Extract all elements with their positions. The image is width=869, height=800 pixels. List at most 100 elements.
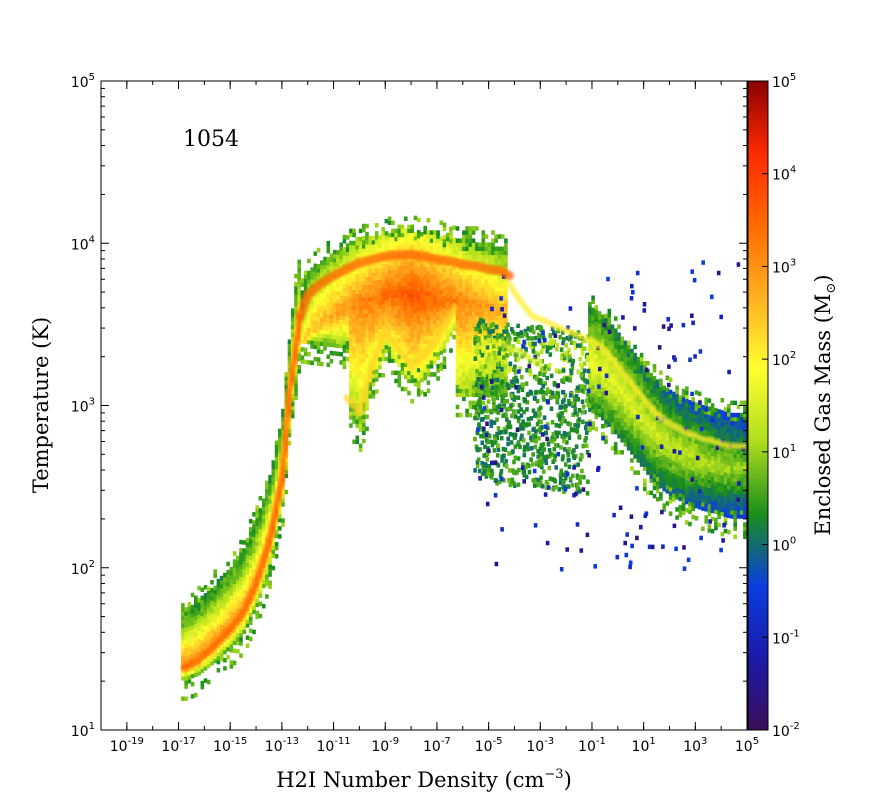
heatmap-cell bbox=[694, 479, 699, 485]
heatmap-cell bbox=[739, 514, 744, 519]
heatmap-cell bbox=[727, 424, 731, 429]
heatmap-cell bbox=[649, 445, 654, 451]
heatmap-cell bbox=[481, 274, 486, 280]
heatmap-cell bbox=[184, 639, 188, 645]
heatmap-cell bbox=[720, 434, 725, 439]
heatmap-cell bbox=[400, 257, 405, 262]
heatmap-cell bbox=[213, 638, 217, 643]
heatmap-cell bbox=[184, 647, 188, 653]
heatmap-cell bbox=[397, 301, 402, 307]
heatmap-cell bbox=[194, 668, 198, 673]
heatmap-cell bbox=[223, 589, 227, 594]
heatmap-cell bbox=[378, 312, 382, 317]
heatmap-cell bbox=[694, 503, 699, 509]
heatmap-cell bbox=[659, 480, 663, 485]
heatmap-cell bbox=[659, 496, 663, 501]
heatmap-cell bbox=[345, 283, 350, 289]
heatmap-cell bbox=[439, 309, 444, 315]
heatmap-cell bbox=[416, 233, 421, 239]
heatmap-cell bbox=[352, 277, 356, 282]
heatmap-cell bbox=[659, 407, 663, 412]
heatmap-cell bbox=[685, 422, 689, 428]
heatmap-cell bbox=[733, 489, 737, 495]
heatmap-cell bbox=[239, 633, 243, 638]
heatmap-cell bbox=[281, 518, 285, 523]
heatmap-cell bbox=[626, 425, 631, 431]
heatmap-cell bbox=[623, 360, 628, 366]
heatmap-cell bbox=[704, 417, 708, 423]
heatmap-cell bbox=[691, 413, 695, 418]
heatmap-cell bbox=[486, 393, 491, 398]
heatmap-cell bbox=[449, 230, 453, 236]
heatmap-cell bbox=[465, 283, 469, 288]
heatmap-cell bbox=[504, 246, 508, 251]
heatmap-cell bbox=[495, 431, 499, 437]
heatmap-cell bbox=[491, 311, 495, 316]
heatmap-cell bbox=[326, 309, 331, 315]
heatmap-cell bbox=[355, 354, 360, 359]
heatmap-cell bbox=[181, 696, 185, 701]
heatmap-cell bbox=[391, 289, 395, 294]
heatmap-cell bbox=[675, 454, 679, 459]
heatmap-cell bbox=[426, 356, 431, 361]
heatmap-cell bbox=[297, 356, 301, 362]
heatmap-cell bbox=[268, 519, 272, 525]
heatmap-cell bbox=[497, 323, 502, 329]
heatmap-cell bbox=[707, 471, 712, 476]
heatmap-cell bbox=[730, 457, 734, 462]
heatmap-cell bbox=[649, 433, 654, 439]
heatmap-cell bbox=[707, 455, 712, 460]
heatmap-cell bbox=[413, 215, 418, 221]
heatmap-cell bbox=[232, 559, 237, 564]
heatmap-cell bbox=[688, 489, 692, 494]
heatmap-cell bbox=[278, 461, 282, 466]
heatmap-cell bbox=[436, 307, 440, 312]
heatmap-cell bbox=[500, 291, 505, 296]
heatmap-cell bbox=[362, 264, 366, 269]
heatmap-cell bbox=[500, 388, 505, 393]
heatmap-cell bbox=[652, 437, 657, 442]
heatmap-cell bbox=[423, 286, 427, 292]
heatmap-cell bbox=[287, 351, 292, 357]
heatmap-cell bbox=[665, 428, 670, 433]
heatmap-cell bbox=[652, 404, 657, 409]
heatmap-cell bbox=[219, 648, 224, 654]
heatmap-cell bbox=[471, 287, 476, 292]
heatmap-cell bbox=[300, 339, 305, 344]
heatmap-cell bbox=[662, 385, 666, 391]
heatmap-cell bbox=[681, 405, 686, 410]
heatmap-cell bbox=[630, 401, 634, 406]
heatmap-cell bbox=[420, 349, 424, 354]
heatmap-cell bbox=[730, 433, 734, 438]
heatmap-cell bbox=[381, 279, 385, 285]
heatmap-cell bbox=[219, 612, 224, 617]
heatmap-cell bbox=[694, 471, 699, 476]
heatmap-cell bbox=[685, 475, 689, 481]
heatmap-cell bbox=[665, 436, 670, 441]
heatmap-cell bbox=[594, 414, 599, 420]
heatmap-cell bbox=[242, 568, 247, 574]
heatmap-cell bbox=[733, 493, 737, 499]
heatmap-cell bbox=[591, 405, 595, 410]
heatmap-cell bbox=[691, 462, 695, 467]
heatmap-cell bbox=[488, 364, 492, 369]
heatmap-cell bbox=[567, 347, 571, 352]
heatmap-cell bbox=[565, 335, 570, 341]
heatmap-cell bbox=[723, 431, 728, 436]
heatmap-cell bbox=[630, 364, 634, 370]
heatmap-cell bbox=[591, 396, 595, 402]
heatmap-cell bbox=[190, 649, 195, 654]
heatmap-cell bbox=[416, 302, 421, 308]
heatmap-cell bbox=[371, 252, 376, 257]
heatmap-cell bbox=[475, 372, 480, 377]
heatmap-cell bbox=[723, 508, 728, 513]
heatmap-cell bbox=[532, 395, 537, 401]
heatmap-cell bbox=[465, 230, 469, 235]
heatmap-cell bbox=[585, 430, 589, 435]
heatmap-cell bbox=[433, 331, 437, 337]
heatmap-cell bbox=[197, 602, 201, 607]
heatmap-cell bbox=[407, 224, 411, 230]
heatmap-cell bbox=[488, 258, 492, 264]
heatmap-cell bbox=[720, 503, 725, 508]
heatmap-cell bbox=[255, 549, 259, 555]
